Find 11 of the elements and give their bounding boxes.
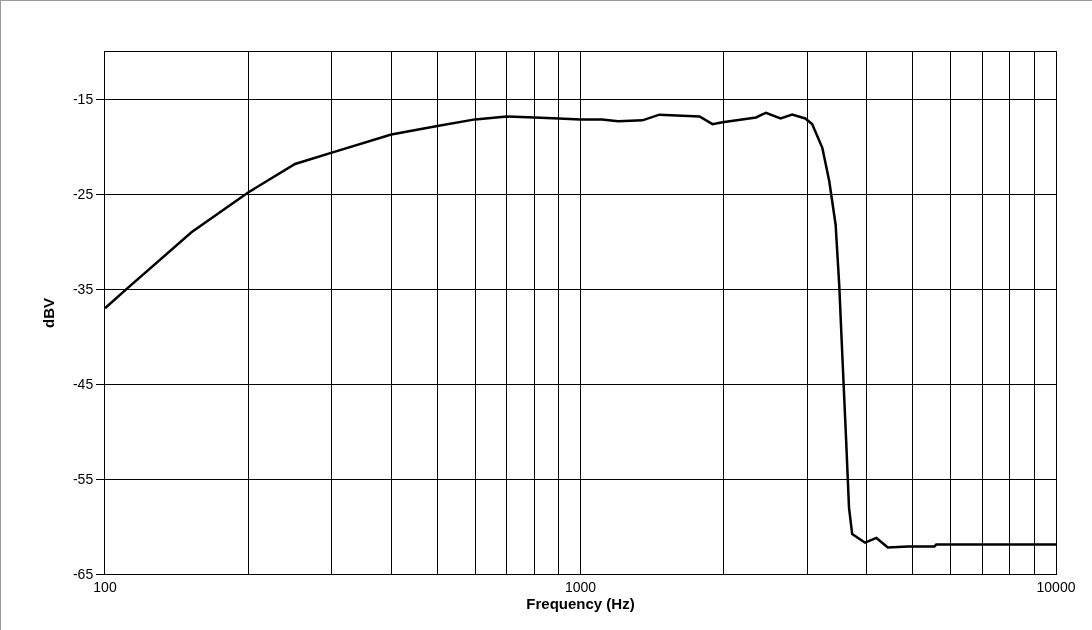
y-tick-label: -25: [72, 186, 94, 203]
y-tick-label: -55: [72, 470, 94, 487]
x-tick-label: 100: [93, 578, 117, 595]
y-axis-title: dBV: [40, 298, 58, 328]
y-tick-label: -65: [72, 565, 94, 582]
y-tick-label: -15: [72, 91, 94, 108]
y-tick-label: -45: [72, 376, 94, 393]
x-tick-label: 10000: [1036, 578, 1076, 595]
y-tick-label: -35: [72, 281, 94, 298]
x-axis-title: Frequency (Hz): [526, 594, 635, 612]
x-tick-label: 1000: [564, 578, 597, 595]
